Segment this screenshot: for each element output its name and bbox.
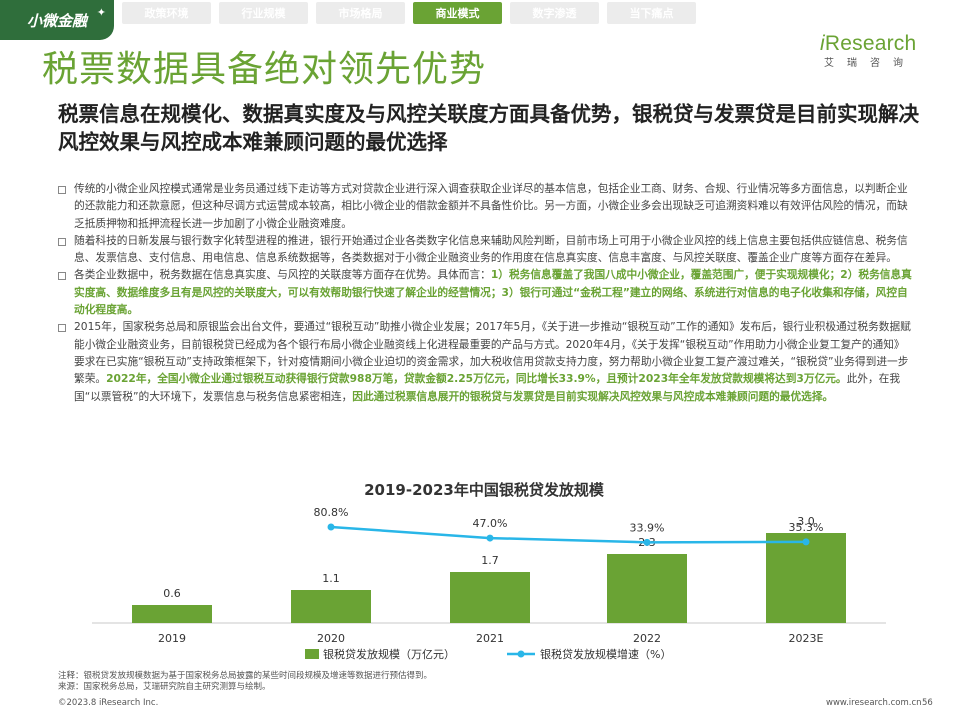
- tab-industry-scale[interactable]: 行业规模: [219, 2, 308, 24]
- chart-title: 2019-2023年中国银税贷发放规模: [364, 481, 605, 499]
- bullet-list: 传统的小微企业风控模式通常是业务员通过线下走访等方式对贷款企业进行深入调查获取企…: [58, 180, 914, 405]
- page-subtitle: 税票信息在规模化、数据真实度及与风控关联度方面具备优势，银税贷与发票贷是目前实现…: [58, 102, 919, 154]
- legend-bar-swatch: [305, 649, 319, 659]
- bullet-text: 传统的小微企业风控模式通常是业务员通过线下走访等方式对贷款企业进行深入调查获取企…: [74, 182, 908, 230]
- growth-point: [802, 538, 810, 546]
- logo-word: Research: [824, 32, 917, 55]
- bullet-text: 各类企业数据中，税务数据在信息真实度、与风控的关联度等方面存在优势。具体而言：: [74, 268, 491, 282]
- brand-badge: 小微金融 ✦: [0, 0, 114, 40]
- sparkle-icon: ✦: [96, 6, 106, 19]
- bullet-highlight: 2022年，全国小微企业通过银税互动获得银行贷款988万笔，贷款金额2.25万亿…: [106, 372, 847, 386]
- x-tick-label: 2022: [633, 632, 661, 645]
- bullet-item: 各类企业数据中，税务数据在信息真实度、与风控的关联度等方面存在优势。具体而言：1…: [58, 266, 914, 318]
- growth-value-label: 80.8%: [314, 506, 349, 519]
- bullet-square-icon: [58, 324, 66, 333]
- legend-line-point: [517, 650, 525, 658]
- growth-point: [643, 538, 651, 546]
- growth-value-label: 35.3%: [789, 521, 824, 534]
- page-number: 56: [922, 698, 933, 708]
- x-tick-label: 2021: [476, 632, 504, 645]
- loan-scale-chart: 2019-2023年中国银税贷发放规模 0.6 2019 1.1 2020 1.7 2021…: [92, 481, 886, 661]
- footnote: 注释：银税贷发放规模数据为基于国家税务总局披露的某些时间段规模及增速等数据进行预…: [58, 671, 432, 693]
- bullet-item: 随着科技的日新发展与银行数字化转型进程的推进，银行开始通过企业各类数字化信息来辅…: [58, 232, 914, 267]
- growth-point: [486, 534, 494, 542]
- bullet-item: 传统的小微企业风控模式通常是业务员通过线下走访等方式对贷款企业进行深入调查获取企…: [58, 180, 914, 232]
- tab-policy[interactable]: 政策环境: [122, 2, 211, 24]
- iresearch-logo: iResearch 艾瑞咨询: [820, 32, 930, 82]
- bullet-text: 2015年，国家税务总局和原银监会出台文件，要通过“银税互动”助推小微企业发展；…: [74, 320, 911, 386]
- tab-current-pain-points[interactable]: 当下痛点: [607, 2, 696, 24]
- bar-value-label: 1.1: [322, 572, 340, 585]
- bullet-square-icon: [58, 272, 66, 281]
- bullet-text: 此外，在我国“以票管税”的大环境下，发票信息与税务信息紧密相连，: [74, 372, 901, 403]
- bullet-item: 2015年，国家税务总局和原银监会出台文件，要通过“银税互动”助推小微企业发展；…: [58, 318, 914, 404]
- bar-value-label: 1.7: [481, 554, 499, 567]
- bullet-highlight: 因此通过税票信息展开的银税贷与发票贷是目前实现解决风控效果与风控成本难兼顾问题的…: [352, 389, 834, 403]
- website: www.iresearch.com.cn: [826, 698, 922, 708]
- legend-bar-label: 银税贷发放规模（万亿元）: [323, 647, 455, 661]
- growth-value-label: 47.0%: [473, 517, 508, 530]
- top-nav: 政策环境 行业规模 市场格局 商业模式 数字渗透 当下痛点: [122, 2, 704, 24]
- bar: [450, 572, 530, 623]
- tab-digital-penetration[interactable]: 数字渗透: [510, 2, 599, 24]
- bar-value-label: 0.6: [163, 587, 181, 600]
- page-title: 税票数据具备绝对领先优势: [42, 49, 487, 90]
- growth-value-label: 33.9%: [630, 521, 665, 534]
- bar: [607, 554, 687, 623]
- growth-line: [330, 525, 807, 544]
- bullet-square-icon: [58, 186, 66, 194]
- copyright: ©2023.8 iResearch Inc.: [58, 698, 159, 708]
- bar-value-label: 3.0: [797, 515, 815, 528]
- brand-badge-label: 小微金融: [26, 11, 87, 30]
- footnote-source: 来源：国家税务总局，艾瑞研究院自主研究测算与绘制。: [58, 682, 271, 692]
- bar: [291, 590, 371, 623]
- legend-line-label: 银税贷发放规模增速（%）: [540, 647, 671, 661]
- bar: [766, 533, 846, 623]
- x-tick-label: 2019: [158, 632, 186, 645]
- x-tick-label: 2020: [317, 632, 345, 645]
- x-tick-label: 2023E: [789, 632, 824, 645]
- logo-i: i: [820, 32, 825, 55]
- bullet-square-icon: [58, 237, 66, 246]
- bullet-text: 随着科技的日新发展与银行数字化转型进程的推进，银行开始通过企业各类数字化信息来辅…: [74, 233, 908, 265]
- bullet-highlight: 1）税务信息覆盖了我国八成中小微企业，覆盖范围广，便于实现规模化；2）税务信息真…: [74, 268, 912, 317]
- tab-market-structure[interactable]: 市场格局: [316, 2, 405, 24]
- logo-subtitle: 艾瑞咨询: [824, 58, 916, 69]
- growth-point: [327, 523, 335, 531]
- tab-business-model[interactable]: 商业模式: [413, 2, 502, 24]
- bar: [132, 605, 212, 623]
- footnote-note: 注释：银税贷发放规模数据为基于国家税务总局披露的某些时间段规模及增速等数据进行预…: [58, 671, 433, 681]
